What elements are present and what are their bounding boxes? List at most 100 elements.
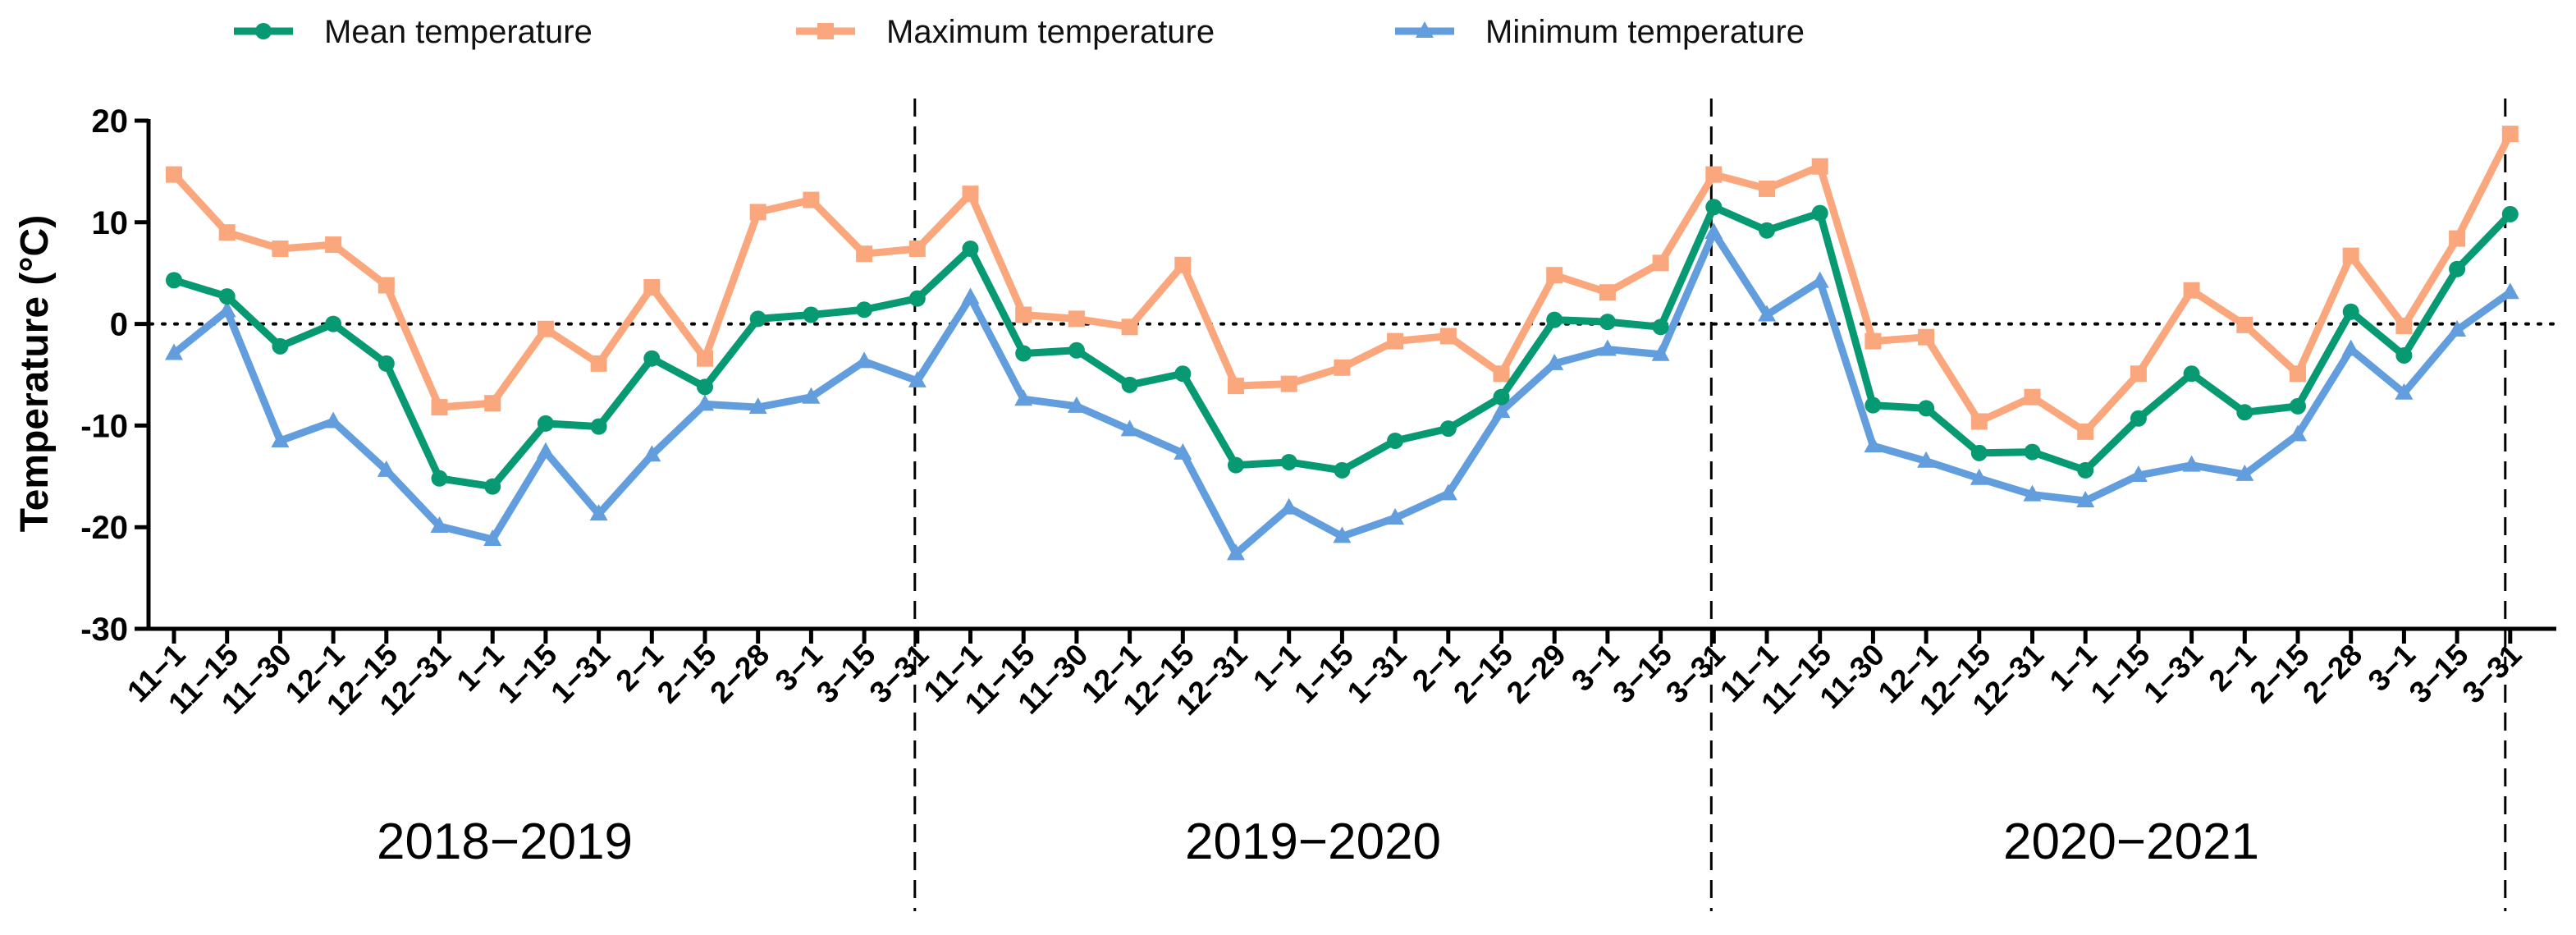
- x-tick-label: 1−31: [1341, 638, 1413, 710]
- mean-temperature-point: [537, 415, 554, 432]
- mean-temperature-point: [1228, 456, 1244, 474]
- minimum-temperature-point: [748, 397, 767, 415]
- maximum-temperature-point: [1811, 158, 1828, 175]
- x-tick-label: 1−15: [1288, 638, 1360, 710]
- legend-swatch-marker: [255, 23, 272, 39]
- minimum-temperature-point: [643, 445, 661, 462]
- mean-temperature-point: [908, 290, 926, 307]
- y-tick-label: 0: [110, 307, 128, 343]
- minimum-temperature-point: [1970, 468, 1988, 485]
- maximum-temperature-point: [1174, 256, 1192, 273]
- mean-temperature-point: [2395, 346, 2413, 364]
- minimum-temperature-point: [1279, 497, 1298, 515]
- reference-lines: [149, 99, 2558, 911]
- mean-temperature-point: [2342, 303, 2359, 320]
- mean-temperature-point: [1068, 341, 1085, 359]
- minimum-temperature-point: [324, 411, 343, 429]
- maximum-temperature-point: [1068, 310, 1085, 328]
- x-tick-label: 2−28: [2296, 638, 2368, 710]
- mean-temperature-point: [1652, 319, 1669, 336]
- y-tick-label: 10: [92, 205, 129, 241]
- maximum-temperature-point: [2395, 318, 2413, 335]
- minimum-temperature-point: [377, 460, 396, 477]
- legend-item-minimum-temperature: Minimum temperature: [1395, 14, 1805, 50]
- mean-temperature-point: [2024, 443, 2041, 461]
- season-label: 2018−2019: [377, 814, 633, 870]
- maximum-temperature-point: [749, 204, 766, 221]
- x-tick-label: 3−31: [2456, 638, 2528, 710]
- minimum-temperature-point: [2395, 383, 2414, 400]
- minimum-temperature-point: [217, 300, 236, 318]
- y-axis-title: Temperature (°C): [13, 215, 57, 532]
- maximum-temperature-point: [2077, 423, 2094, 440]
- maximum-temperature-point: [1387, 332, 1404, 350]
- maximum-temperature-point: [643, 279, 661, 296]
- minimum-temperature-point: [1704, 222, 1723, 240]
- maximum-temperature-point: [218, 224, 236, 241]
- minimum-temperature-point: [1545, 353, 1564, 370]
- minimum-temperature-point: [1439, 484, 1457, 501]
- maximum-temperature-point: [1546, 267, 1563, 284]
- legend-swatch-marker: [1416, 21, 1434, 38]
- mean-temperature-point: [2449, 260, 2466, 277]
- minimum-temperature-point: [1864, 436, 1883, 453]
- minimum-temperature-point: [589, 504, 608, 521]
- x-tick-label: 2−15: [1447, 638, 1519, 710]
- minimum-temperature-point: [1120, 419, 1139, 437]
- maximum-temperature-point: [1280, 375, 1297, 392]
- x-tick-label: 1−31: [544, 638, 616, 710]
- season-labels: 2018−2019 2019−2020 2020−2021: [377, 814, 2259, 870]
- mean-temperature-point: [590, 418, 607, 435]
- mean-temperature-point: [1174, 365, 1192, 383]
- mean-temperature-point: [1546, 311, 1563, 328]
- season-label: 2020−2021: [2003, 814, 2259, 870]
- maximum-temperature-point: [1865, 332, 1882, 350]
- maximum-temperature-point: [1015, 306, 1032, 323]
- minimum-temperature-point: [430, 516, 449, 533]
- minimum-temperature-point: [1333, 526, 1352, 543]
- y-tick-label: -10: [80, 408, 128, 444]
- mean-temperature-point: [377, 355, 395, 372]
- minimum-temperature-point: [1917, 451, 1936, 468]
- legend-item-mean-temperature: Mean temperature: [234, 14, 593, 50]
- mean-temperature-point: [1918, 400, 1935, 417]
- x-tick-label: 3−15: [2403, 638, 2475, 710]
- minimum-temperature-point: [855, 351, 874, 369]
- minimum-temperature-point: [961, 287, 980, 305]
- maximum-temperature-point: [1705, 166, 1723, 183]
- minimum-temperature-point: [2129, 465, 2148, 483]
- maximum-temperature-point: [856, 245, 873, 263]
- maximum-temperature-point: [2024, 388, 2041, 406]
- minimum-temperature-line: [170, 228, 2514, 557]
- mean-temperature-point: [2183, 365, 2200, 383]
- x-tick-label: 2−29: [1500, 638, 1572, 710]
- mean-temperature-point: [962, 240, 979, 257]
- mean-temperature-point: [272, 337, 289, 355]
- maximum-temperature-point: [431, 399, 448, 416]
- mean-temperature-series: [166, 199, 2519, 495]
- minimum-temperature-point: [1386, 508, 1405, 525]
- maximum-temperature-point: [908, 240, 926, 257]
- maximum-temperature-series: [166, 126, 2519, 440]
- maximum-temperature-line: [170, 130, 2514, 436]
- mean-temperature-point: [749, 310, 766, 328]
- minimum-temperature-point: [2448, 320, 2467, 337]
- minimum-temperature-point: [1227, 543, 1245, 561]
- maximum-temperature-point: [1228, 378, 1244, 395]
- axes: 20 10 0 -10 -20 -30: [80, 103, 2556, 648]
- mean-temperature-point: [1493, 388, 1510, 406]
- maximum-temperature-point: [2236, 316, 2253, 333]
- x-tick-label: 3−31: [1659, 638, 1732, 710]
- mean-temperature-point: [2130, 410, 2147, 427]
- mean-temperature-point: [1439, 420, 1457, 438]
- minimum-temperature-point: [2341, 339, 2360, 356]
- mean-temperature-point: [1970, 444, 1988, 461]
- maximum-temperature-point: [2183, 282, 2200, 299]
- x-tick-label: 3−31: [863, 638, 936, 710]
- mean-temperature-point: [2290, 397, 2306, 415]
- x-tick-label: 1−15: [2084, 638, 2157, 710]
- minimum-temperature-point: [1492, 401, 1511, 419]
- maximum-temperature-point: [2449, 230, 2466, 247]
- mean-temperature-point: [1599, 314, 1616, 331]
